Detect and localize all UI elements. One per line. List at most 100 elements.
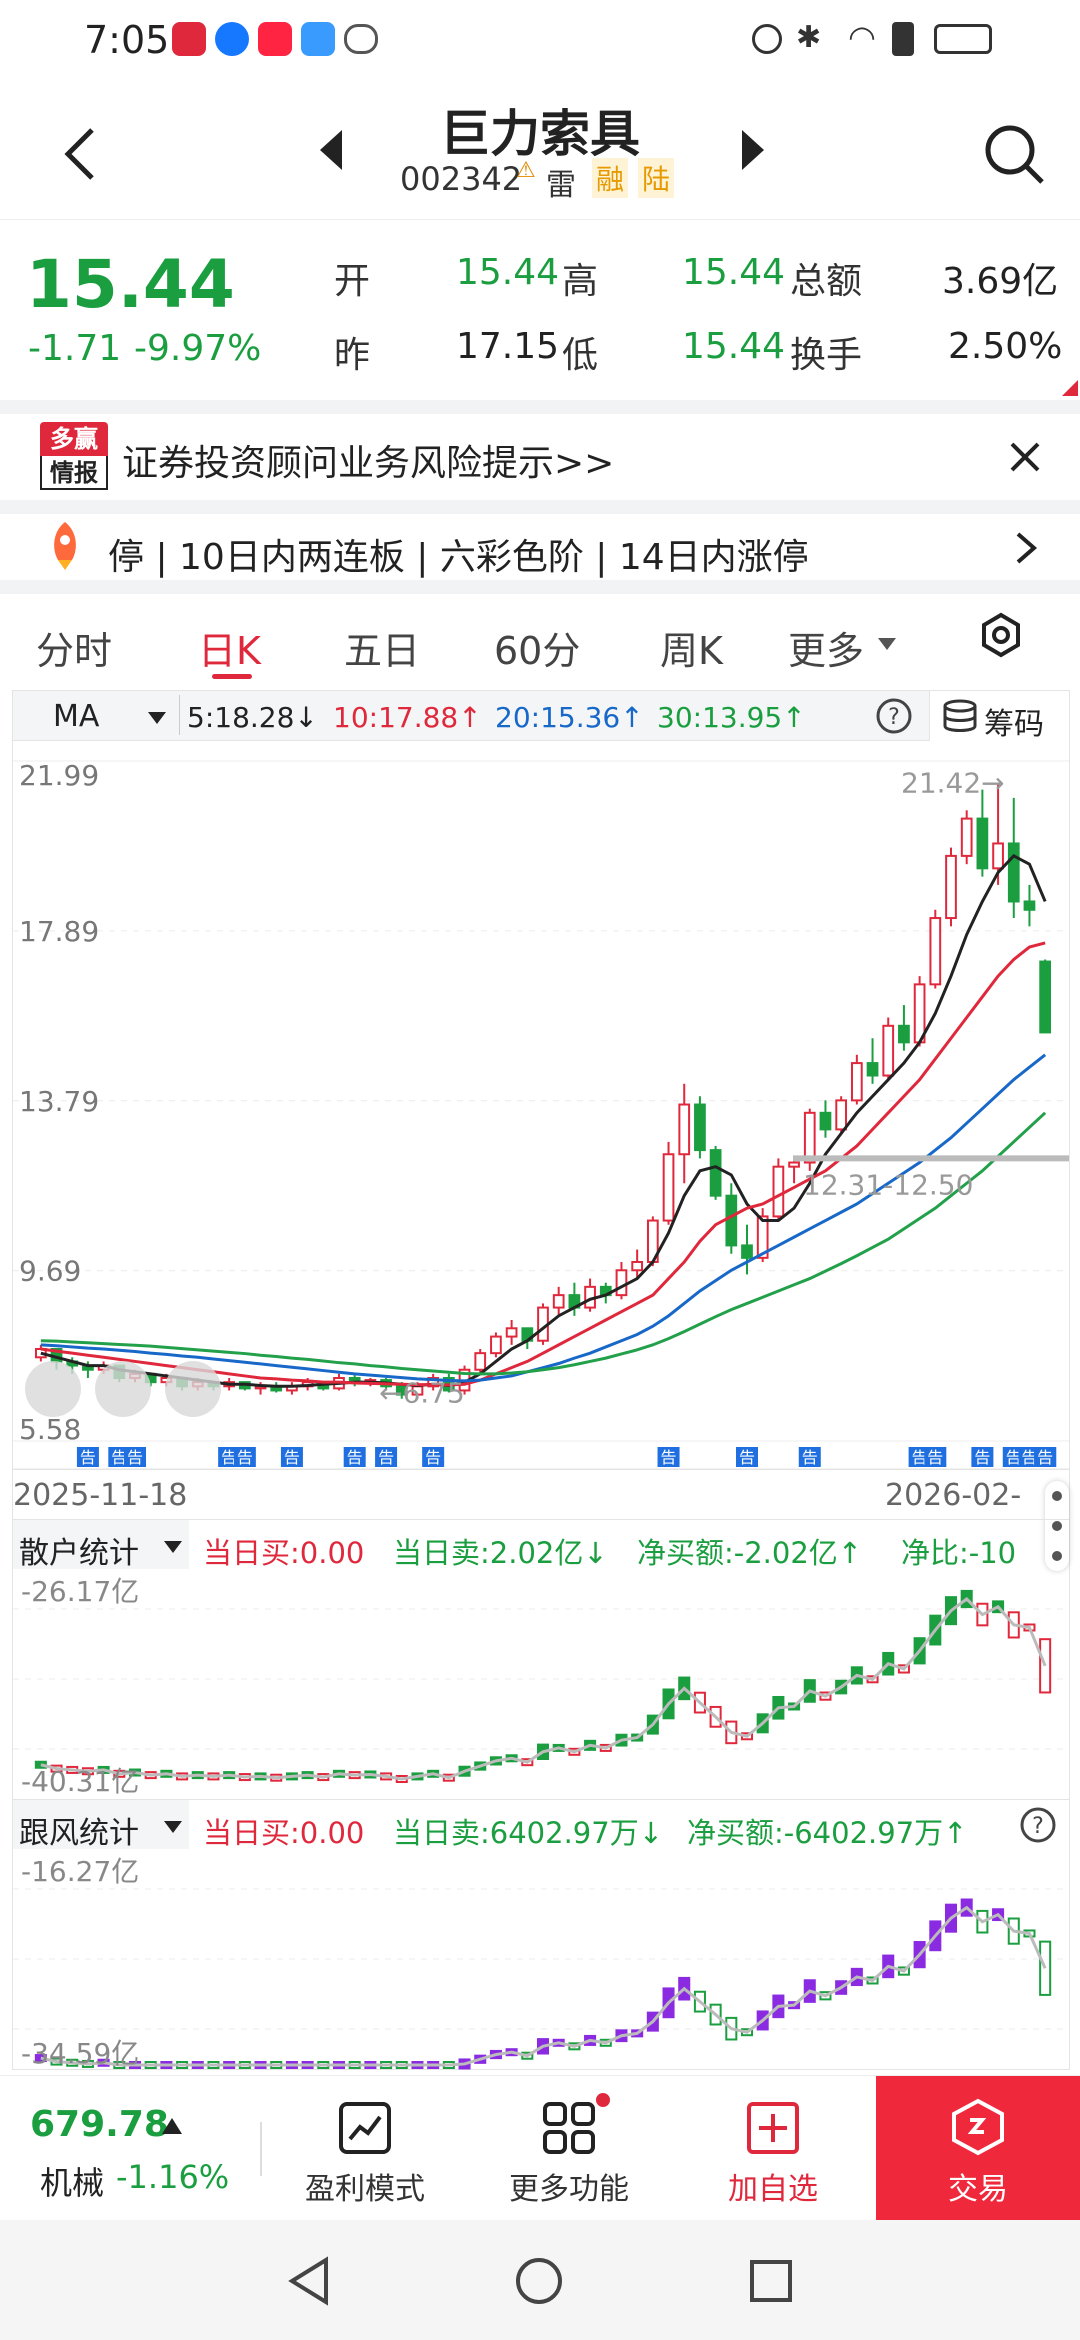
- profit-mode-icon[interactable]: [338, 2101, 392, 2155]
- retail-title[interactable]: 散户统计: [19, 1536, 139, 1569]
- sector-name[interactable]: 机械: [40, 2164, 105, 2202]
- announcement-marker-label: 告: [111, 1448, 127, 1467]
- announcement-marker-label: 告: [284, 1448, 300, 1467]
- more-functions-button[interactable]: 更多功能: [509, 2172, 629, 2207]
- caret-down-icon: [878, 638, 896, 650]
- announcement-marker-label: 告: [237, 1448, 253, 1467]
- follow-title[interactable]: 跟风统计: [19, 1816, 139, 1849]
- tab-intraday[interactable]: 分时: [36, 629, 113, 673]
- help-icon[interactable]: ?: [875, 697, 913, 735]
- candle: [505, 1327, 518, 1338]
- announcement-marker: [375, 1447, 398, 1467]
- tab-five-day[interactable]: 五日: [344, 629, 421, 673]
- rocket-icon: [54, 522, 76, 570]
- tab-daily-k[interactable]: 日K: [198, 629, 261, 673]
- announcement-marker-label: 告: [912, 1448, 928, 1467]
- nav-back-icon[interactable]: [286, 2256, 332, 2306]
- candle: [803, 1111, 816, 1164]
- trade-icon: [952, 2098, 1004, 2156]
- announcement-marker-label: 告: [425, 1448, 441, 1467]
- ma10-value: 10:17.88↑: [333, 701, 482, 734]
- tag-lu[interactable]: 陆: [638, 158, 675, 198]
- high-value: 15.44: [682, 252, 786, 293]
- settings-icon[interactable]: [978, 612, 1024, 658]
- candle: [929, 917, 942, 986]
- announcement-marker: [1034, 1447, 1057, 1467]
- app-badge-icon: [172, 22, 206, 56]
- tag-lei[interactable]: 雷: [546, 168, 576, 203]
- open-label: 开: [334, 261, 371, 302]
- ma-legend-bar: MA 5:18.28↓ 10:17.88↑ 20:15.36↑ 30:13.95…: [13, 691, 1069, 742]
- open-value: 15.44: [456, 252, 560, 293]
- risk-notice[interactable]: 多赢 情报 证券投资顾问业务风险提示>>: [0, 414, 1080, 500]
- trade-button[interactable]: 交易: [876, 2076, 1080, 2221]
- candle: [474, 1352, 487, 1371]
- stat-bottom-label: -40.31亿: [21, 1765, 139, 1798]
- current-price: 15.44: [26, 246, 235, 323]
- low-value: 15.44: [682, 326, 786, 367]
- chevron-right-icon[interactable]: [1014, 530, 1038, 566]
- end-date: 2026-02-: [885, 1478, 1022, 1513]
- candle: [788, 1161, 800, 1168]
- xiaohongshu-icon: [258, 22, 292, 56]
- stat-line: [40, 1905, 1047, 2067]
- chips-button[interactable]: 筹码: [929, 691, 1069, 742]
- grid-icon[interactable]: [542, 2101, 596, 2155]
- candle: [709, 1149, 722, 1197]
- candle: [866, 1062, 879, 1077]
- back-icon[interactable]: [60, 124, 100, 184]
- amount-label: 总额: [790, 261, 863, 302]
- divider: [0, 500, 1080, 514]
- bulb-icon: [215, 22, 249, 56]
- tab-weekly-k[interactable]: 周K: [660, 629, 723, 673]
- divider: [0, 580, 1080, 594]
- search-icon[interactable]: [982, 122, 1046, 186]
- wifi-icon: ◠: [848, 18, 876, 56]
- next-stock-icon[interactable]: [740, 128, 766, 172]
- signal-ticker[interactable]: 停 | 10日内两连板 | 六彩色阶 | 14日内涨停: [0, 514, 1080, 580]
- announcement-marker-label: 告: [927, 1448, 943, 1467]
- follow-sell: 当日卖:6402.97万↓: [393, 1816, 663, 1849]
- retail-sell: 当日卖:2.02亿↓: [393, 1536, 608, 1569]
- start-date: 2025-11-18: [13, 1478, 188, 1513]
- profit-mode-button[interactable]: 盈利模式: [305, 2172, 425, 2207]
- retail-selector[interactable]: [13, 1520, 189, 1569]
- prev-stock-icon[interactable]: [318, 128, 344, 172]
- turnover-label: 换手: [790, 335, 863, 376]
- tag-rong[interactable]: 融: [592, 158, 629, 198]
- prev-close-value: 17.15: [456, 326, 560, 367]
- announcement-marker: [924, 1447, 947, 1467]
- kline-chart[interactable]: 21.99 17.89 13.79 9.69 5.58 21.42→ ←6.75 12.31-…: [13, 741, 1069, 1471]
- announcement-marker-label: 告: [802, 1448, 818, 1467]
- candle: [772, 1165, 785, 1218]
- chart-area[interactable]: MA 5:18.28↓ 10:17.88↑ 20:15.36↑ 30:13.95…: [12, 690, 1070, 2070]
- announcement-marker: [422, 1447, 445, 1467]
- cloud-icon: [301, 22, 335, 56]
- stat-bar: [1039, 1638, 1052, 1694]
- announcement-marker: [343, 1447, 366, 1467]
- period-tabs: 分时 日K 五日 60分 周K 更多: [0, 592, 1080, 694]
- more-options-handle[interactable]: [1045, 1481, 1069, 1571]
- add-icon[interactable]: [746, 2101, 800, 2155]
- help-icon[interactable]: ?: [1019, 1806, 1057, 1844]
- indicator-selector[interactable]: MA: [53, 699, 100, 734]
- retail-chart: -26.17亿 -40.31亿: [13, 1575, 1069, 1798]
- add-watchlist-button[interactable]: 加自选: [728, 2172, 818, 2207]
- candle: [631, 1260, 644, 1272]
- nav-recents-icon[interactable]: [748, 2258, 794, 2304]
- candle: [678, 1103, 691, 1156]
- tab-more[interactable]: 更多: [788, 629, 865, 673]
- candle: [992, 842, 1004, 870]
- warning-icon: ⚠: [516, 158, 536, 183]
- svg-text:?: ?: [888, 705, 900, 730]
- nav-home-icon[interactable]: [514, 2256, 564, 2306]
- bluetooth-icon: ✱: [796, 20, 822, 55]
- tab-60min[interactable]: 60分: [494, 629, 581, 673]
- sector-index-value[interactable]: 679.78: [30, 2104, 169, 2145]
- ticker-text: 停 | 10日内两连板 | 六彩色阶 | 14日内涨停: [108, 537, 809, 578]
- ma20-line: [40, 1053, 1047, 1383]
- close-icon[interactable]: [1008, 440, 1042, 474]
- risk-notice-text[interactable]: 证券投资顾问业务风险提示>>: [122, 443, 615, 484]
- follow-selector[interactable]: [13, 1800, 189, 1849]
- fullscreen-icon: [95, 1361, 151, 1417]
